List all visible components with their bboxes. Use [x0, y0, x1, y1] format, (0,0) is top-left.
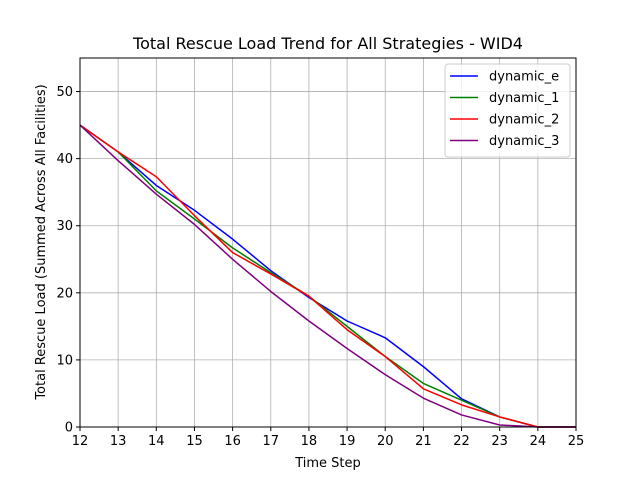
legend-label: dynamic_e	[489, 70, 559, 85]
x-tick-label: 20	[377, 434, 394, 449]
x-tick-label: 23	[491, 434, 508, 449]
x-tick-label: 12	[72, 434, 89, 449]
plot-frame	[79, 57, 577, 428]
x-tick-label: 15	[186, 434, 203, 449]
legend: dynamic_e dynamic_1 dynamic_2 dynamic_3	[444, 63, 571, 158]
series-line-dynamic-3	[79, 124, 576, 428]
y-tick-label: 50	[56, 85, 73, 100]
x-tick-label: 17	[262, 434, 279, 449]
chart-title: Total Rescue Load Trend for All Strategi…	[132, 34, 523, 53]
x-tick-label: 16	[224, 434, 241, 449]
legend-label: dynamic_3	[489, 134, 559, 149]
y-tick-label: 30	[56, 219, 73, 234]
y-tick-label: 0	[65, 421, 73, 436]
x-tick-label: 14	[148, 434, 165, 449]
x-tick-label: 18	[301, 434, 318, 449]
x-tick-label: 22	[453, 434, 470, 449]
series-line-dynamic-2	[79, 124, 576, 428]
x-tick-label: 25	[568, 434, 585, 449]
x-tick-label: 19	[339, 434, 356, 449]
axis-ticks: 12 13 14 15 16 17 18 19 20 21 22 23 24 25 0 10 20 30 40 50	[56, 85, 584, 449]
y-tick-label: 40	[56, 152, 73, 167]
y-axis-label: Total Rescue Load (Summed Across All Fac…	[34, 84, 49, 400]
legend-label: dynamic_2	[489, 113, 559, 128]
y-tick-label: 10	[56, 353, 73, 368]
grid	[80, 58, 576, 427]
legend-label: dynamic_1	[489, 91, 559, 106]
series-lines	[79, 124, 576, 428]
y-tick-label: 20	[56, 286, 73, 301]
x-tick-label: 13	[110, 434, 127, 449]
x-tick-label: 21	[415, 434, 432, 449]
x-axis-label: Time Step	[294, 456, 361, 471]
x-tick-label: 24	[530, 434, 547, 449]
legend-box	[444, 63, 571, 158]
